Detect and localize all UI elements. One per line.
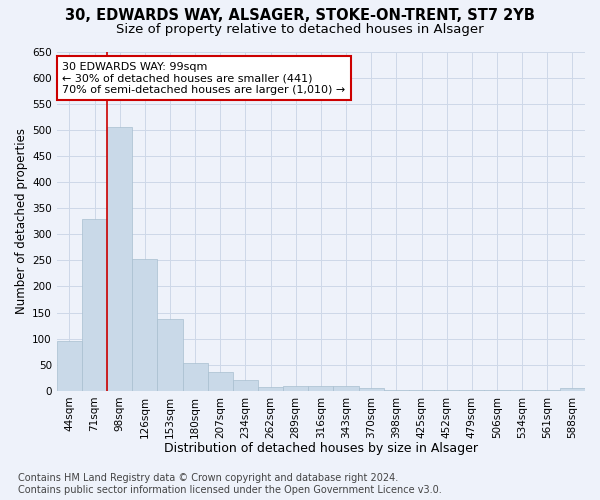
Bar [334,386,359,391]
Bar [484,390,509,391]
Bar [509,390,535,391]
Bar [182,363,208,391]
Bar [208,372,233,391]
Bar [384,390,409,391]
Text: Contains HM Land Registry data © Crown copyright and database right 2024.
Contai: Contains HM Land Registry data © Crown c… [18,474,442,495]
Bar [434,390,459,391]
Bar [535,390,560,391]
Text: Size of property relative to detached houses in Alsager: Size of property relative to detached ho… [116,22,484,36]
Bar [308,386,334,391]
Text: 30, EDWARDS WAY, ALSAGER, STOKE-ON-TRENT, ST7 2YB: 30, EDWARDS WAY, ALSAGER, STOKE-ON-TRENT… [65,8,535,22]
Bar [107,127,132,391]
Y-axis label: Number of detached properties: Number of detached properties [15,128,28,314]
X-axis label: Distribution of detached houses by size in Alsager: Distribution of detached houses by size … [164,442,478,455]
Bar [132,259,157,391]
Bar [459,390,484,391]
Bar [283,386,308,391]
Bar [57,342,82,391]
Bar [359,388,384,391]
Text: 30 EDWARDS WAY: 99sqm
← 30% of detached houses are smaller (441)
70% of semi-det: 30 EDWARDS WAY: 99sqm ← 30% of detached … [62,62,346,95]
Bar [409,390,434,391]
Bar [560,388,585,391]
Bar [233,380,258,391]
Bar [82,218,107,391]
Bar [157,320,182,391]
Bar [258,386,283,391]
